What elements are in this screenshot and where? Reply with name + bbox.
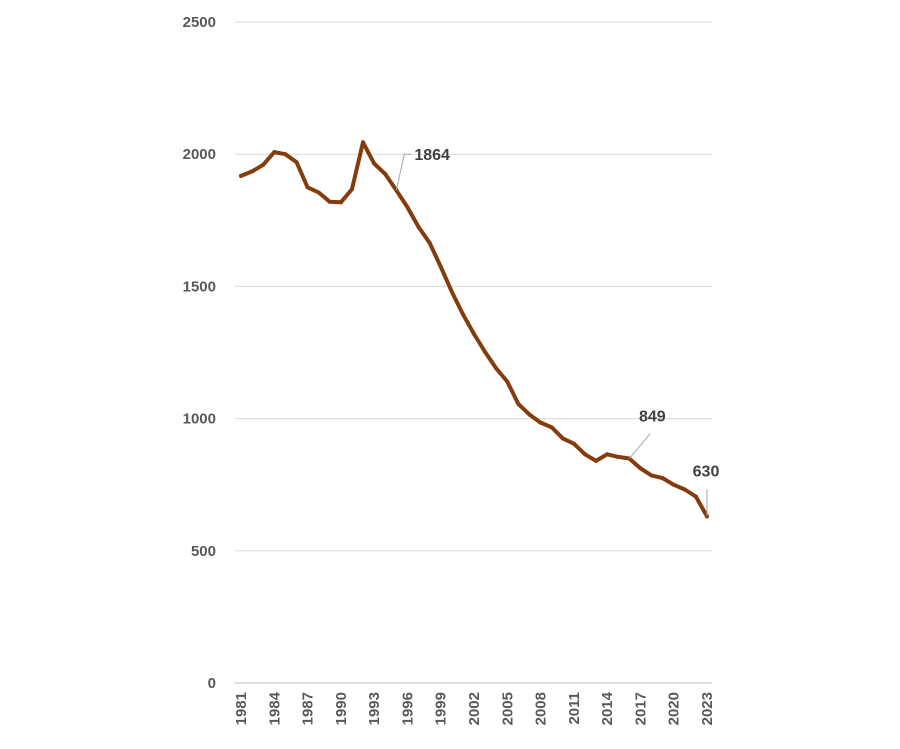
data-point-2011 (571, 441, 576, 446)
series-line (239, 140, 709, 519)
y-tick-label: 2000 (183, 146, 216, 163)
data-point-2010 (560, 436, 565, 441)
x-tick-label: 2005 (499, 692, 516, 725)
data-point-1988 (316, 190, 321, 195)
annotation-leader (628, 433, 651, 459)
data-point-1989 (327, 199, 332, 204)
data-point-2000 (449, 289, 454, 294)
x-tick-label: 2008 (533, 692, 550, 725)
data-point-2019 (660, 476, 665, 481)
data-label-630: 630 (693, 463, 720, 480)
gridlines (235, 21, 712, 684)
y-tick-label: 1000 (183, 411, 216, 428)
data-point-1996 (405, 205, 410, 210)
data-point-2020 (671, 482, 676, 487)
y-axis: 0 500 1000 1500 2000 2500 (183, 14, 216, 692)
x-tick-label: 1990 (333, 692, 350, 725)
data-point-1997 (416, 224, 421, 229)
annotations: 1864 849 630 (395, 147, 720, 517)
data-point-2001 (460, 312, 465, 317)
y-tick-label: 1500 (183, 278, 216, 295)
series-layer (239, 140, 709, 519)
x-tick-label: 2014 (599, 691, 616, 725)
data-point-1992 (361, 140, 366, 145)
data-point-2007 (527, 412, 532, 417)
data-point-2013 (594, 458, 599, 463)
data-point-1981 (239, 173, 243, 178)
annotation-leader (395, 153, 412, 191)
data-point-2008 (538, 420, 543, 425)
x-tick-label: 2023 (699, 692, 716, 725)
x-tick-label: 1984 (266, 691, 283, 725)
data-point-2004 (494, 366, 499, 371)
data-point-2002 (472, 331, 476, 336)
x-tick-label: 2020 (666, 692, 683, 725)
x-tick-label: 1987 (300, 692, 317, 725)
data-point-1985 (283, 152, 288, 157)
data-point-1984 (272, 150, 277, 155)
data-point-1987 (305, 185, 310, 190)
x-tick-label: 1999 (433, 692, 450, 725)
data-label-849: 849 (639, 409, 666, 426)
data-point-2021 (682, 487, 687, 492)
data-point-2015 (616, 454, 621, 459)
data-point-1993 (372, 161, 377, 166)
data-point-2006 (516, 402, 521, 407)
data-point-1994 (383, 172, 388, 177)
x-tick-label: 2017 (632, 692, 649, 725)
data-point-2003 (483, 349, 488, 354)
x-tick-label: 1996 (399, 692, 416, 725)
y-tick-label: 0 (208, 675, 216, 692)
y-tick-label: 2500 (183, 14, 216, 31)
data-point-2005 (505, 379, 510, 384)
x-tick-label: 2002 (466, 692, 483, 725)
data-point-1991 (349, 187, 354, 192)
y-tick-label: 500 (191, 543, 216, 560)
data-point-2022 (693, 494, 698, 499)
data-point-2009 (549, 425, 554, 430)
data-point-1982 (250, 169, 255, 174)
x-tick-label: 1981 (233, 692, 250, 725)
data-point-1998 (427, 240, 432, 245)
x-axis: 1981 1984 1987 1990 1993 1996 1999 2002 2005 2008… (233, 691, 716, 725)
data-point-1999 (438, 264, 443, 269)
data-label-1864: 1864 (414, 147, 450, 164)
data-point-2018 (649, 473, 654, 478)
data-point-2014 (605, 452, 610, 457)
data-point-1983 (261, 162, 266, 167)
data-point-1990 (338, 200, 343, 205)
data-point-1986 (294, 160, 299, 165)
data-point-2012 (582, 452, 587, 457)
x-tick-label: 1993 (366, 692, 383, 725)
x-tick-label: 2011 (566, 692, 583, 725)
data-point-2017 (638, 466, 643, 471)
